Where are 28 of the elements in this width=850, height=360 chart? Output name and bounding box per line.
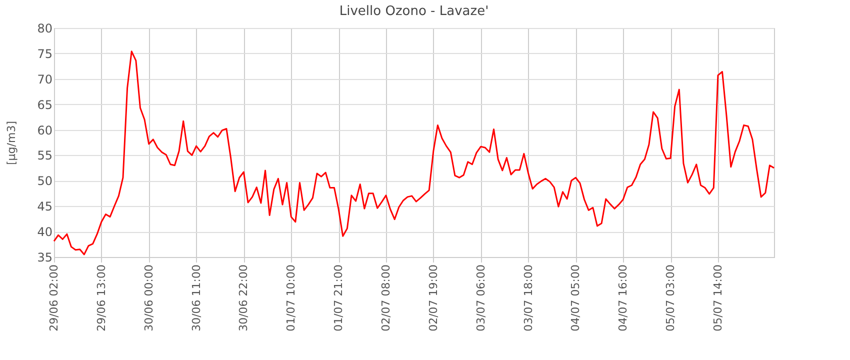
x-tick-label: 01/07 21:00 [332, 264, 346, 332]
y-tick-label: 75 [37, 46, 52, 61]
x-tick-label: 29/06 13:00 [94, 264, 108, 332]
chart-title: Livello Ozono - Lavaze' [339, 4, 489, 19]
y-tick-label: 70 [37, 72, 52, 86]
y-tick-label: 35 [37, 250, 52, 264]
y-tick-label: 55 [37, 148, 52, 163]
x-tick-label: 29/06 02:00 [48, 264, 60, 332]
x-tick-label: 30/06 11:00 [190, 264, 203, 332]
y-tick-label: 80 [37, 22, 52, 36]
line-series [53, 50, 775, 256]
x-tick-label: 05/07 03:00 [664, 264, 678, 332]
x-tick-label: 04/07 16:00 [616, 264, 630, 332]
x-tick-label: 03/07 06:00 [474, 264, 488, 332]
x-tick-label: 30/06 22:00 [237, 264, 250, 332]
y-tick-label: 40 [37, 225, 52, 240]
x-tick-label: 01/07 10:00 [284, 264, 298, 332]
x-tick-label: 05/07 14:00 [711, 264, 724, 332]
y-axis-title: [µg/m3] [5, 121, 18, 165]
y-tick-label: 45 [37, 200, 52, 214]
x-tick-label: 03/07 18:00 [522, 264, 535, 332]
x-tick-label: 30/06 00:00 [142, 264, 156, 332]
x-tick-label: 02/07 08:00 [379, 264, 392, 332]
x-tick-label: 04/07 05:00 [569, 264, 582, 332]
y-tick-label: 50 [37, 174, 52, 188]
y-tick-label: 65 [37, 98, 52, 112]
x-tick-label: 02/07 19:00 [426, 264, 440, 332]
y-tick-label: 60 [37, 123, 52, 138]
